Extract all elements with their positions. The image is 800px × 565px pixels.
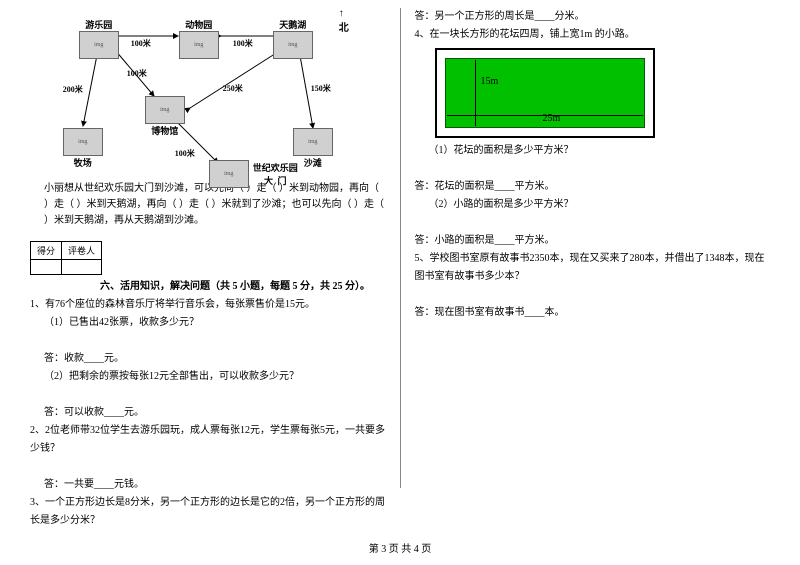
- score-table: 得分 评卷人: [30, 241, 102, 275]
- page-container: ↑北 游乐园 img 动物园: [0, 0, 800, 530]
- dim-15m: 15m: [481, 76, 499, 87]
- map-question-text: 小丽想从世纪欢乐园大门到沙滩，可以先向（ ）走（ ）米到动物园，再向（ ）走（ …: [30, 181, 386, 229]
- park-diagram: ↑北 游乐园 img 动物园: [63, 8, 353, 175]
- dist-label: 100米: [127, 68, 147, 79]
- column-divider: [400, 8, 401, 488]
- q4: 4、在一块长方形的花坛四周，铺上宽1m 的小路。: [415, 26, 771, 44]
- dist-label: 200米: [63, 84, 83, 95]
- node-ranch: img 牧场: [63, 128, 103, 169]
- dist-label: 150米: [311, 83, 331, 94]
- right-column: 答：另一个正方形的周长是____分米。 4、在一块长方形的花坛四周，铺上宽1m …: [405, 8, 781, 530]
- north-label: ↑北: [339, 8, 349, 34]
- left-column: ↑北 游乐园 img 动物园: [20, 8, 396, 530]
- node-swan-lake: 天鹅湖 img: [273, 18, 313, 59]
- q1: 1、有76个座位的森林音乐厅将举行音乐会，每张票售价是15元。: [30, 296, 386, 314]
- q2: 2、2位老师带32位学生去游乐园玩，成人票每张12元，学生票每张5元，一共要多少…: [30, 422, 386, 458]
- q3: 3、一个正方形边长是8分米，另一个正方形的边长是它的2倍，另一个正方形的周长是多…: [30, 494, 386, 530]
- q1-2: （2）把剩余的票按每张12元全部售出，可以收款多少元？: [30, 368, 386, 386]
- q1-2-ans: 答：可以收款____元。: [30, 404, 386, 422]
- dist-label: 100米: [233, 38, 253, 49]
- q2-ans: 答：一共要____元钱。: [30, 476, 386, 494]
- grader-cell: 评卷人: [62, 242, 102, 260]
- flower-diagram: 15m 25m: [435, 48, 655, 138]
- score-cell: 得分: [31, 242, 62, 260]
- q3-ans: 答：另一个正方形的周长是____分米。: [415, 8, 771, 26]
- dim-line-vertical: [475, 60, 476, 126]
- q4-1-ans: 答：花坛的面积是____平方米。: [415, 178, 771, 196]
- q4-2: （2）小路的面积是多少平方米？: [415, 196, 771, 214]
- q1-1: （1）已售出42张票，收款多少元？: [30, 314, 386, 332]
- q1-1-ans: 答：收款____元。: [30, 350, 386, 368]
- dim-25m: 25m: [543, 113, 561, 124]
- q5-ans: 答：现在图书室有故事书____本。: [415, 304, 771, 322]
- node-museum: img 博物馆: [145, 96, 185, 137]
- dist-label: 100米: [175, 148, 195, 159]
- section-6-header: 得分 评卷人: [30, 241, 386, 277]
- node-beach: img 沙滩: [293, 128, 333, 169]
- q4-2-ans: 答：小路的面积是____平方米。: [415, 232, 771, 250]
- node-amusement: 游乐园 img: [79, 18, 119, 59]
- q5: 5、学校图书室原有故事书2350本，现在又买来了280本，并借出了1348本，现…: [415, 250, 771, 286]
- section-6-title: 六、活用知识，解决问题（共 5 小题，每题 5 分，共 25 分）。: [30, 277, 386, 292]
- page-footer: 第 3 页 共 4 页: [0, 540, 800, 555]
- node-zoo: 动物园 img: [179, 18, 219, 59]
- dist-label: 250米: [223, 83, 243, 94]
- dist-label: 100米: [131, 38, 151, 49]
- node-gate: img 世纪欢乐园 大 门: [209, 160, 298, 188]
- q4-1: （1）花坛的面积是多少平方米？: [415, 142, 771, 160]
